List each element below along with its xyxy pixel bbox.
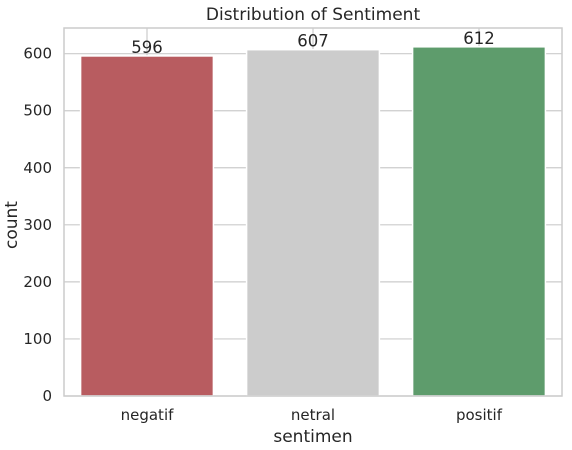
y-tick-label: 500 (23, 102, 52, 120)
y-tick-label: 600 (23, 45, 52, 63)
plot-frame (63, 27, 563, 397)
x-tick-labels: negatif netral positif (121, 406, 503, 424)
y-tick-label: 100 (23, 330, 52, 348)
bar-positif (411, 46, 547, 397)
y-tick-label: 400 (23, 159, 52, 177)
x-tick-label-netral: netral (291, 406, 335, 424)
y-tick-label: 0 (42, 387, 52, 405)
data-label-negatif: 596 (131, 38, 163, 57)
data-labels: 596 607 612 (131, 29, 495, 57)
x-axis-title: sentimen (273, 427, 352, 446)
bars (79, 46, 547, 397)
y-tick-label: 200 (23, 273, 52, 291)
y-axis-title: count (2, 201, 22, 249)
y-tick-labels: 0 100 200 300 400 500 600 (23, 45, 52, 405)
chart-title: Distribution of Sentiment (206, 5, 421, 25)
y-tick-label: 300 (23, 216, 52, 234)
data-label-positif: 612 (463, 29, 495, 48)
bar-negatif (79, 55, 215, 397)
bar-netral (245, 48, 381, 397)
x-tick-label-positif: positif (456, 406, 503, 424)
plot-border (63, 27, 563, 397)
data-label-netral: 607 (297, 32, 329, 51)
x-tick-label-negatif: negatif (121, 406, 174, 424)
